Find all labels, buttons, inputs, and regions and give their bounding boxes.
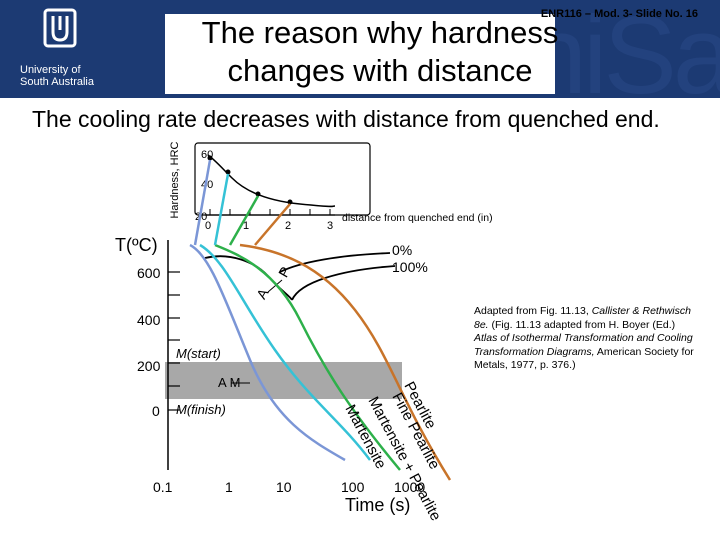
hardness-curve [207,154,336,208]
logo-text: University of South Australia [20,64,94,88]
mstart-label: M(start) [176,346,221,361]
pct-100-label: 100% [392,259,428,275]
ttt-ytick-400: 400 [137,312,161,328]
hardness-point [207,155,213,161]
link-arrow-green [228,195,260,246]
link-arrow-blue [193,159,212,246]
logo-line-2: South Australia [20,76,94,88]
slide-title: The reason why hardness changes with dis… [201,15,559,88]
hardness-point [287,199,293,205]
hardness-xtick-0: 0 [205,220,211,232]
logo-emblem-icon [43,8,77,48]
ttt-ytick-200: 200 [137,358,161,374]
note-part: Adapted from Fig. 11.13, [474,305,592,317]
ttt-xlabel: Time (s) [345,495,410,515]
logo-line-1: University of [20,64,81,76]
subtitle: The cooling rate decreases with distance… [32,106,660,132]
hardness-xtick-1: 1 [243,220,249,232]
ttt-ytick-600: 600 [137,265,161,281]
note-part: American Society for Metals, 1977, p. 37… [474,345,694,372]
ttt-ylabel: T(ºC) [115,235,158,255]
hardness-xtick-3: 3 [327,220,333,232]
note-part: Callister & Rethwisch 8e. [474,305,691,331]
cooling-curve-cyan [199,243,371,461]
hardness-xtick-2: 2 [285,220,291,232]
link-arrow-orange [254,203,291,246]
cooling-curve-blue [189,243,346,462]
hardness-point [225,169,231,175]
mfinish-label: M(finish) [176,402,226,417]
ttt-xtick-1: 1 [225,479,233,495]
martensite-band [165,362,402,399]
a-label: A [253,285,272,302]
pct-0-label: 0% [392,242,412,258]
hardness-ylabel: Hardness, HRC [169,141,181,218]
ttt-ytick-0: 0 [152,403,160,419]
title-background [165,14,555,94]
note-part: Atlas of Isothermal Transformation and C… [474,332,693,358]
a-to-p-arrow [267,279,283,293]
hardness-xlabel: distance from quenched end (in) [342,212,493,224]
slide-header: UniSa University of South Australia The … [0,0,720,98]
link-arrow-cyan [213,173,230,246]
hardness-point [255,191,261,197]
cooling-curve-orange [239,243,452,481]
a-to-m-label: A M [218,375,240,390]
ttt-xtick-10: 10 [276,479,292,495]
hardness-plot: Hardness, HRC 60 40 20 0 1 2 3 distance … [169,141,493,232]
ttt-xtick-1000: 1000 [394,479,425,495]
p-label: P [275,264,294,280]
university-logo: University of South Australia [0,0,118,98]
note-part: (Fig. 11.13 adapted from H. Boyer (Ed.) [488,318,676,331]
source-note: Adapted from Fig. 11.13, Callister & Ret… [474,305,700,373]
ttt-xtick-0.1: 0.1 [153,479,173,495]
pearlite-0pct-curve [279,252,391,273]
ttt-xtick-100: 100 [341,479,365,495]
pearlite-100pct-curve [291,265,396,301]
cooling-curve-green [214,243,401,471]
slide-number: ENR116 – Mod. 3- Slide No. 16 [540,8,698,20]
